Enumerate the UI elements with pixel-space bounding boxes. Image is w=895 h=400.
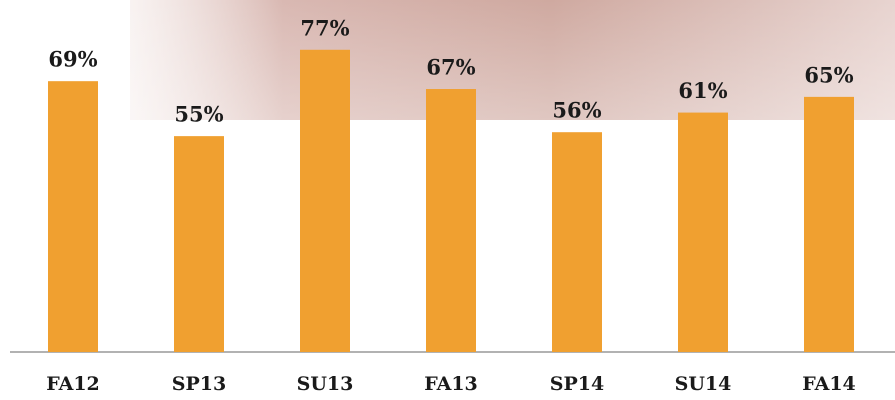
bar	[678, 112, 728, 352]
x-tick-label: SU13	[297, 373, 354, 395]
bar	[426, 89, 476, 353]
x-tick-label: SP14	[550, 373, 604, 395]
x-tick-label: SP13	[172, 373, 226, 395]
x-tick-label: FA14	[802, 373, 856, 395]
background-fade	[130, 0, 895, 120]
x-tick-label: FA13	[424, 373, 478, 395]
bar	[552, 132, 602, 352]
bar	[48, 81, 98, 353]
data-label: 65%	[804, 62, 853, 87]
bar	[804, 96, 854, 352]
x-tick-label: FA12	[46, 373, 100, 395]
bar	[300, 49, 350, 353]
x-tick-label: SU14	[675, 373, 732, 395]
data-label: 55%	[174, 102, 223, 127]
data-label: 56%	[552, 98, 601, 123]
data-label: 61%	[678, 78, 727, 103]
data-label: 69%	[48, 47, 97, 72]
data-label: 77%	[300, 15, 349, 40]
bar	[174, 136, 224, 352]
data-label: 67%	[426, 55, 475, 80]
